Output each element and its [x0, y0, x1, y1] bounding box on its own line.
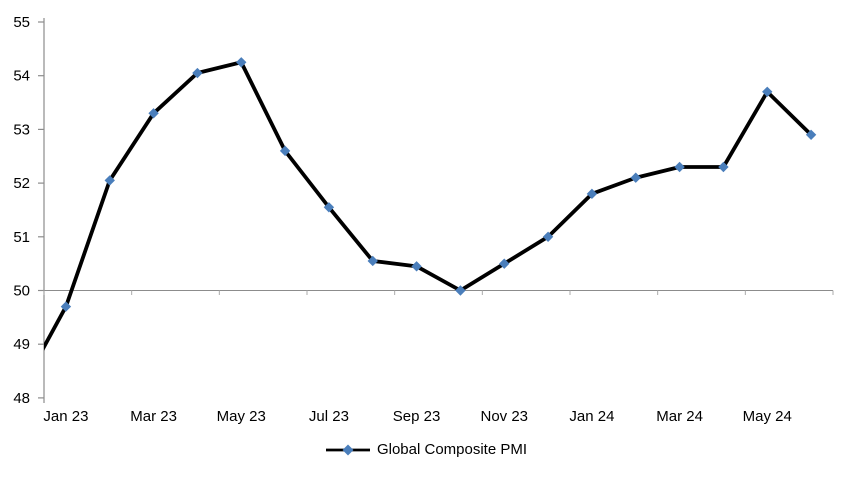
x-axis-label: Jan 23: [43, 408, 88, 425]
x-axis-label: Jul 23: [309, 408, 349, 425]
plot-area: 48 49 50 51 52 53 54 55 Jan 23 Mar 23 May 23 Jul 23…: [13, 14, 834, 425]
data-point-marker: [718, 161, 729, 173]
data-point-marker: [236, 57, 247, 68]
y-axis-label: 48: [13, 390, 30, 407]
x-axis-label: May 23: [217, 408, 266, 425]
data-point-marker: [192, 67, 203, 79]
y-axis-label: 53: [13, 121, 30, 138]
x-axis-label: May 24: [743, 408, 792, 425]
data-point-marker: [323, 202, 335, 213]
chart-legend: Global Composite PMI: [0, 442, 852, 458]
x-axis-label: Sep 23: [393, 408, 441, 425]
legend-marker-icon: [342, 444, 354, 456]
y-axis-label: 54: [13, 68, 30, 85]
pmi-line: [44, 60, 813, 351]
data-point-marker: [499, 258, 510, 269]
data-point-marker: [104, 175, 115, 186]
data-point-marker: [542, 231, 554, 242]
data-point-marker: [805, 129, 817, 140]
data-point-marker: [762, 86, 773, 98]
data-point-marker: [630, 172, 641, 183]
data-point-marker: [411, 261, 422, 272]
legend-label: Global Composite PMI: [376, 441, 528, 458]
data-point-marker: [586, 188, 598, 200]
data-point-marker: [148, 108, 159, 119]
legend-line-sample: [325, 444, 370, 456]
data-point-marker: [60, 301, 72, 312]
data-point-marker: [279, 145, 291, 157]
y-axis-label: 49: [13, 336, 30, 353]
y-axis-label: 51: [13, 229, 30, 246]
x-axis-label: Jan 24: [569, 408, 614, 425]
x-axis-label: Mar 23: [130, 408, 177, 425]
data-point-marker: [674, 161, 685, 173]
x-axis-label: Nov 23: [480, 408, 528, 425]
y-axis-label: 52: [13, 175, 30, 192]
data-point-marker: [455, 285, 466, 296]
x-axis-label: Mar 24: [656, 408, 703, 425]
data-point-marker: [367, 255, 378, 267]
series-group: [44, 57, 817, 351]
y-axis-label: 50: [13, 283, 30, 300]
y-axis-label: 55: [13, 14, 30, 31]
